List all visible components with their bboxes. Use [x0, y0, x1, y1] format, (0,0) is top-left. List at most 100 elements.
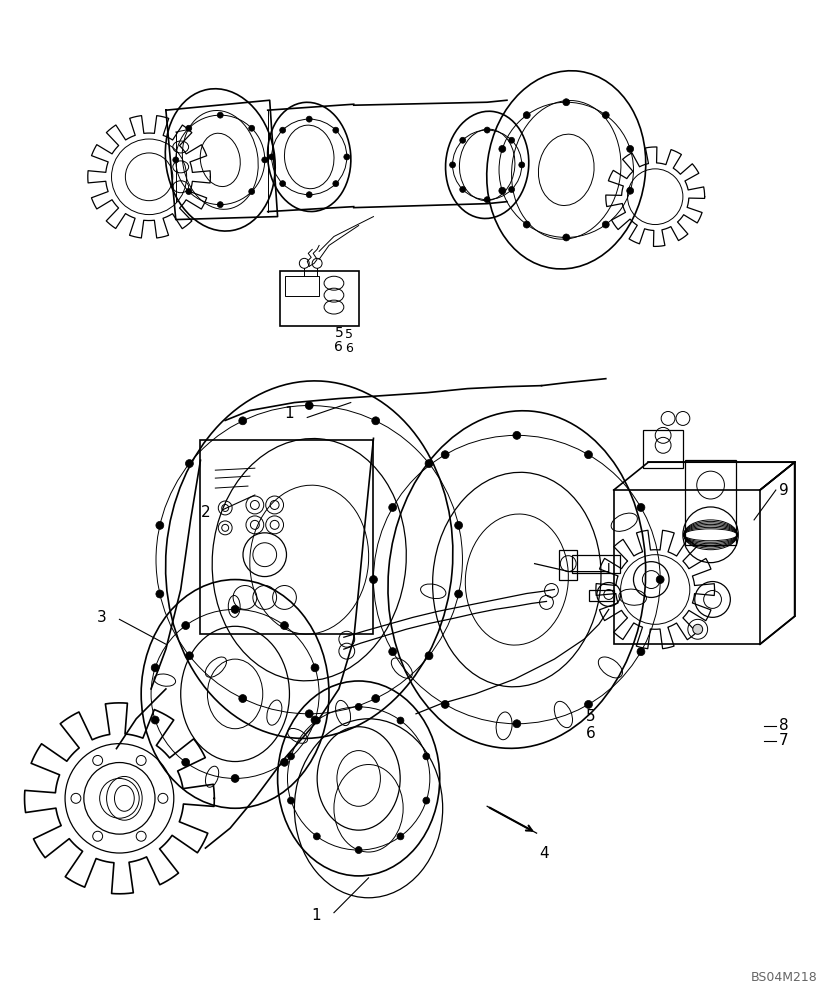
Circle shape: [217, 112, 223, 118]
Bar: [559, 550, 576, 580]
Text: 6: 6: [344, 342, 352, 355]
Circle shape: [484, 197, 490, 203]
Circle shape: [626, 187, 633, 194]
Circle shape: [261, 157, 267, 163]
Circle shape: [287, 753, 294, 760]
Circle shape: [454, 521, 462, 529]
Circle shape: [173, 157, 179, 163]
Bar: [200, 440, 373, 634]
Circle shape: [656, 576, 663, 584]
Circle shape: [305, 402, 313, 410]
Circle shape: [523, 112, 529, 119]
Circle shape: [306, 116, 312, 122]
Circle shape: [306, 192, 312, 198]
Circle shape: [287, 797, 294, 804]
Circle shape: [397, 833, 404, 840]
Bar: [571, 555, 619, 573]
Circle shape: [280, 181, 285, 187]
Circle shape: [498, 187, 505, 194]
Text: 4: 4: [539, 846, 548, 861]
Circle shape: [371, 417, 380, 425]
Circle shape: [231, 605, 239, 613]
Circle shape: [454, 590, 462, 598]
Circle shape: [449, 162, 455, 168]
Circle shape: [311, 716, 318, 724]
Text: 5: 5: [334, 326, 343, 340]
Circle shape: [508, 187, 514, 192]
Circle shape: [423, 797, 429, 804]
Circle shape: [562, 99, 569, 106]
Text: BS04M218: BS04M218: [749, 971, 816, 984]
Text: 6: 6: [586, 726, 595, 741]
Text: 5: 5: [586, 709, 595, 724]
Circle shape: [185, 652, 194, 660]
Circle shape: [584, 451, 592, 459]
Circle shape: [355, 847, 361, 854]
Circle shape: [181, 758, 189, 766]
Text: 9: 9: [778, 483, 787, 498]
Circle shape: [181, 622, 189, 630]
Circle shape: [498, 145, 505, 152]
Bar: [684, 460, 735, 545]
Bar: [280, 271, 358, 326]
Circle shape: [332, 181, 338, 187]
Text: 3: 3: [97, 610, 107, 625]
Text: 7: 7: [778, 733, 787, 748]
Circle shape: [369, 576, 377, 584]
Circle shape: [311, 664, 318, 672]
Text: 2: 2: [200, 505, 210, 520]
Circle shape: [280, 127, 285, 133]
Text: 1: 1: [284, 406, 294, 421]
Circle shape: [238, 695, 246, 703]
Circle shape: [269, 154, 275, 160]
Circle shape: [636, 648, 644, 656]
Circle shape: [371, 695, 380, 703]
Circle shape: [280, 622, 288, 630]
Bar: [643, 430, 682, 468]
Circle shape: [626, 145, 633, 152]
Circle shape: [459, 137, 465, 143]
Circle shape: [584, 700, 592, 708]
Circle shape: [185, 125, 192, 131]
Circle shape: [151, 716, 159, 724]
Circle shape: [248, 125, 255, 131]
Circle shape: [343, 154, 349, 160]
Circle shape: [424, 460, 433, 468]
Circle shape: [155, 521, 164, 529]
Circle shape: [388, 648, 396, 656]
Circle shape: [332, 127, 338, 133]
Circle shape: [248, 189, 255, 195]
Circle shape: [185, 189, 192, 195]
Bar: [588, 589, 613, 601]
Circle shape: [692, 624, 702, 634]
Circle shape: [601, 221, 609, 228]
Circle shape: [512, 431, 520, 439]
Circle shape: [424, 652, 433, 660]
Circle shape: [217, 202, 223, 208]
Circle shape: [238, 417, 246, 425]
Circle shape: [151, 664, 159, 672]
Circle shape: [512, 720, 520, 728]
Circle shape: [155, 590, 164, 598]
Circle shape: [484, 127, 490, 133]
Circle shape: [355, 703, 361, 710]
Circle shape: [231, 774, 239, 782]
Text: 1: 1: [311, 908, 321, 923]
Bar: [613, 490, 759, 644]
Circle shape: [313, 717, 320, 724]
Circle shape: [562, 234, 569, 241]
Bar: [284, 276, 318, 296]
Circle shape: [397, 717, 404, 724]
Circle shape: [459, 187, 465, 192]
Text: 6: 6: [334, 340, 343, 354]
Text: 8: 8: [778, 718, 787, 733]
Circle shape: [636, 503, 644, 511]
Circle shape: [441, 451, 448, 459]
Circle shape: [523, 221, 529, 228]
Circle shape: [519, 162, 524, 168]
Circle shape: [423, 753, 429, 760]
Circle shape: [601, 112, 609, 119]
Circle shape: [388, 503, 396, 511]
Circle shape: [441, 700, 448, 708]
Circle shape: [185, 460, 194, 468]
